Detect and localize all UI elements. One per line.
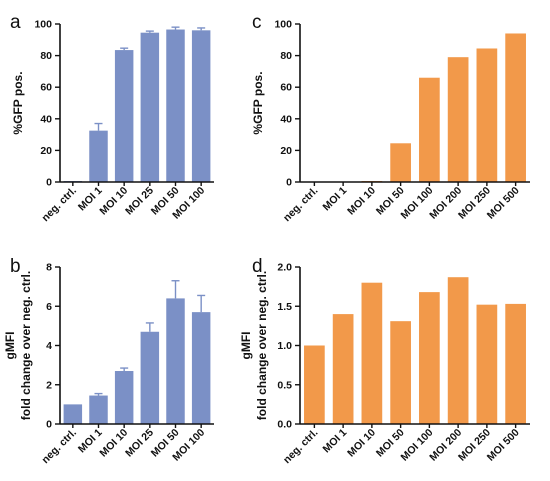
y-tick-label: 60 [40,82,52,94]
bar-moi-50 [166,298,185,424]
bar-moi-1 [89,130,108,182]
y-tick-label: 0 [46,177,52,189]
bar-moi-25 [140,32,160,182]
bar-moi-10 [114,50,134,182]
bar-moi-250 [476,48,498,182]
y-tick-label: 60 [280,82,292,94]
y-axis-title: %GFP pos. [11,71,25,134]
y-tick-label: 100 [34,19,52,31]
y-tick-label: 40 [280,113,292,125]
bar-moi-250 [476,304,498,424]
bar-moi-25 [140,331,160,424]
y-tick-label: 80 [280,50,292,62]
bar-moi-1 [89,395,108,424]
y-tick-label: 4 [46,340,52,352]
y-tick-label: 0.5 [277,379,292,391]
y-tick-label: 40 [40,113,52,125]
category-label: MOI 10 [345,185,378,218]
y-tick-label: 0.0 [277,419,292,431]
bar-moi-50 [390,143,411,182]
y-tick-label: 6 [46,301,52,313]
bar-moi-50 [390,321,411,424]
category-label: MOI 500 [485,185,522,222]
y-axis-title: fold change over neg. ctrl. [255,271,269,420]
panel-letter: d [252,256,263,277]
bar-moi-200 [447,277,469,424]
y-tick-label: 100 [274,19,292,31]
bar-moi-50 [166,29,185,183]
y-axis-title: %GFP pos. [251,71,265,134]
category-label: neg. ctrl. [40,427,79,466]
y-axis-title: gMFI [239,332,253,360]
y-tick-label: 2 [46,379,52,391]
y-tick-label: 0 [46,419,52,431]
bar-moi-500 [505,303,526,424]
y-tick-label: 1.0 [277,340,292,352]
bar-moi-10 [361,282,383,424]
y-tick-label: 8 [46,262,52,274]
bar-moi-1 [332,314,354,424]
bar-moi-10 [114,371,134,424]
y-tick-label: 80 [40,50,52,62]
bar-moi-100 [419,292,440,424]
bar-moi-200 [447,57,469,182]
bar-neg-ctrl- [63,404,83,424]
y-tick-label: 20 [40,145,52,157]
y-axis-title: fold change over neg. ctrl. [19,271,33,420]
category-label: neg. ctrl. [281,185,320,224]
y-axis-title: gMFI [3,332,17,360]
panel-letter: b [10,256,21,277]
bar-moi-100 [419,77,440,182]
category-label: neg. ctrl. [40,185,79,224]
category-label: MOI 10 [345,427,378,460]
bar-moi-100 [191,30,211,182]
y-tick-label: 0 [286,177,292,189]
y-tick-label: 1.5 [277,301,292,313]
y-tick-label: 2.0 [277,262,292,274]
category-label: neg. ctrl. [281,427,320,466]
bar-neg-ctrl- [304,345,325,424]
bar-moi-500 [505,33,526,183]
category-label: MOI 500 [485,427,522,464]
panel-letter: a [10,12,21,33]
y-tick-label: 20 [280,145,292,157]
bar-moi-100 [191,312,211,424]
panel-letter: c [252,12,262,33]
